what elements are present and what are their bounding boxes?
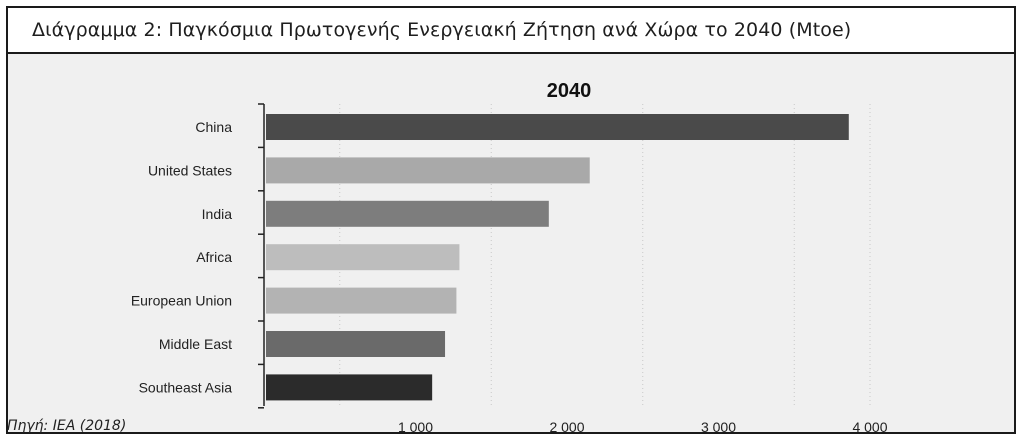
category-label-0: China: [195, 119, 232, 135]
bar-southeast-asia: [266, 374, 433, 401]
category-label-4: European Union: [131, 293, 232, 309]
x-tick-label-3: 4 000: [852, 419, 887, 435]
chart-title: 2040: [547, 80, 592, 102]
category-label-2: India: [202, 206, 233, 222]
source-note: Πηγή: IEA (2018): [7, 418, 127, 434]
chart-header: Διάγραμμα 2: Παγκόσμια Πρωτογενής Ενεργε…: [8, 8, 1014, 54]
bar-africa: [266, 244, 460, 271]
category-label-1: United States: [148, 162, 232, 178]
category-label-5: Middle East: [159, 336, 232, 352]
x-tick-label-0: 1 000: [398, 419, 433, 435]
x-tick-label-1: 2 000: [549, 419, 584, 435]
bar-middle-east: [266, 331, 446, 357]
bar-european-union: [266, 287, 457, 314]
x-tick-label-2: 3 000: [701, 419, 736, 435]
bar-united-states: [266, 157, 590, 184]
category-label-3: Africa: [196, 249, 232, 265]
category-label-6: Southeast Asia: [139, 379, 233, 395]
figure-title: Διάγραμμα 2: Παγκόσμια Πρωτογενής Ενεργε…: [32, 19, 852, 41]
bar-china: [266, 114, 849, 140]
bar-india: [266, 200, 549, 227]
